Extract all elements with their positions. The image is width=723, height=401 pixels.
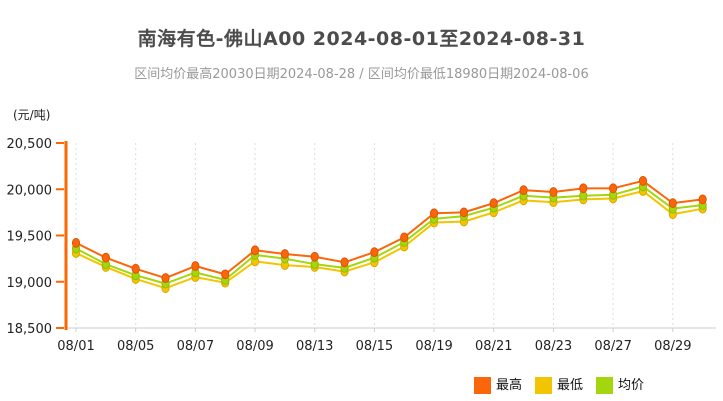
svg-text:08/09: 08/09 bbox=[236, 339, 273, 354]
chart-subtitle: 区间均价最高20030日期2024-08-28 / 区间均价最低18980日期2… bbox=[134, 67, 589, 82]
legend-label-lowest: 最低 bbox=[557, 378, 584, 393]
legend-label-highest: 最高 bbox=[496, 378, 523, 393]
svg-text:19,000: 19,000 bbox=[7, 276, 53, 291]
svg-text:20,500: 20,500 bbox=[7, 137, 53, 152]
legend: 最高 最低 均价 bbox=[474, 377, 657, 394]
legend-label-average: 均价 bbox=[618, 378, 645, 393]
y-axis: 18,500 19,000 19,500 20,000 20,500 bbox=[7, 137, 68, 337]
gridlines bbox=[75, 143, 674, 328]
svg-text:19,500: 19,500 bbox=[7, 230, 53, 245]
legend-item-average[interactable]: 均价 bbox=[596, 377, 644, 394]
legend-item-lowest[interactable]: 最低 bbox=[535, 377, 583, 394]
svg-text:08/19: 08/19 bbox=[415, 339, 452, 354]
svg-text:08/21: 08/21 bbox=[475, 339, 512, 354]
y-axis-unit-label: (元/吨) bbox=[13, 108, 51, 122]
svg-text:08/23: 08/23 bbox=[535, 339, 572, 354]
svg-text:08/27: 08/27 bbox=[594, 339, 631, 354]
series-最高 bbox=[71, 176, 707, 283]
series-均价 bbox=[71, 181, 707, 289]
svg-text:08/29: 08/29 bbox=[654, 339, 691, 354]
svg-text:18,500: 18,500 bbox=[7, 322, 53, 337]
svg-text:08/15: 08/15 bbox=[356, 339, 393, 354]
legend-item-highest[interactable]: 最高 bbox=[474, 377, 522, 394]
chart-title: 南海有色-佛山A00 2024-08-01至2024-08-31 bbox=[137, 28, 586, 50]
svg-text:08/07: 08/07 bbox=[177, 339, 214, 354]
svg-text:20,000: 20,000 bbox=[7, 183, 53, 198]
x-axis: 08/01 08/05 08/07 08/09 08/13 08/15 08/19 08/21… bbox=[57, 327, 716, 354]
svg-text:08/01: 08/01 bbox=[57, 339, 94, 354]
legend-swatch-highest-icon bbox=[474, 377, 491, 394]
svg-text:08/13: 08/13 bbox=[296, 339, 333, 354]
svg-text:08/05: 08/05 bbox=[117, 339, 154, 354]
legend-swatch-lowest-icon bbox=[535, 377, 553, 394]
legend-swatch-average-icon bbox=[596, 377, 614, 394]
